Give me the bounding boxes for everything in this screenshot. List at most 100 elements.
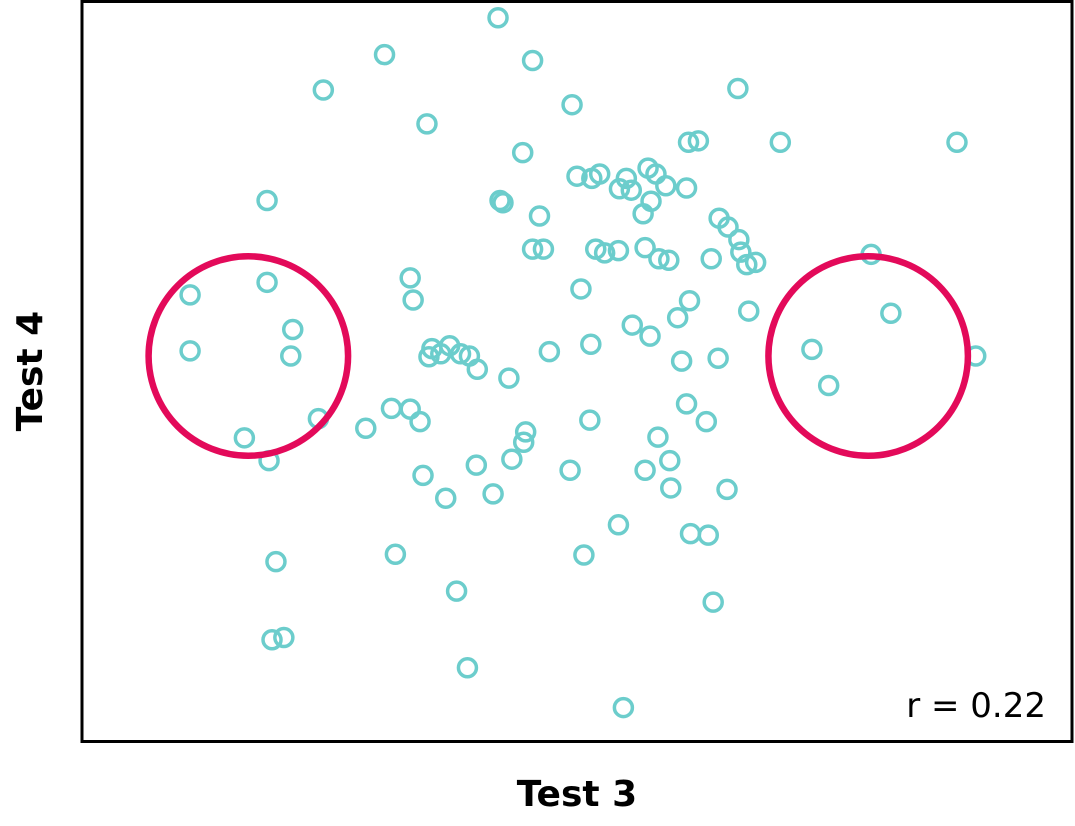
data-point bbox=[647, 426, 669, 448]
data-point bbox=[736, 253, 758, 276]
data-point bbox=[538, 340, 561, 363]
data-point bbox=[648, 247, 670, 270]
data-point bbox=[418, 346, 440, 368]
correlation-annotation: r = 0.22 bbox=[906, 686, 1046, 726]
data-point bbox=[744, 251, 767, 274]
data-point bbox=[677, 131, 700, 154]
data-point bbox=[233, 427, 256, 449]
data-point bbox=[559, 459, 581, 482]
data-point bbox=[273, 626, 295, 649]
data-point bbox=[561, 93, 583, 116]
data-point bbox=[655, 175, 677, 197]
data-point bbox=[492, 191, 514, 214]
data-point bbox=[280, 345, 302, 367]
data-point bbox=[501, 448, 523, 470]
data-point bbox=[573, 544, 595, 566]
outlier-highlight-circle bbox=[765, 253, 972, 460]
data-point bbox=[801, 338, 823, 361]
data-point bbox=[769, 131, 792, 154]
data-point bbox=[700, 247, 722, 270]
data-point bbox=[727, 77, 749, 100]
data-point bbox=[528, 205, 551, 227]
data-point bbox=[675, 393, 698, 415]
data-point bbox=[716, 478, 738, 501]
data-point bbox=[256, 189, 278, 212]
data-point bbox=[634, 459, 656, 482]
data-point bbox=[675, 177, 698, 199]
data-point bbox=[380, 397, 403, 420]
data-point bbox=[608, 177, 631, 200]
data-point bbox=[487, 6, 509, 29]
data-point bbox=[416, 113, 438, 135]
data-point bbox=[566, 165, 588, 187]
data-point bbox=[521, 238, 544, 260]
data-point bbox=[256, 271, 278, 294]
data-point bbox=[737, 300, 760, 322]
data-point bbox=[607, 239, 630, 262]
data-point bbox=[946, 131, 968, 154]
data-point bbox=[179, 284, 201, 306]
outlier-highlight-circle bbox=[145, 253, 352, 460]
data-point bbox=[607, 514, 630, 536]
data-point bbox=[532, 238, 555, 260]
data-point bbox=[659, 449, 681, 472]
data-point bbox=[658, 249, 680, 271]
data-point bbox=[373, 43, 396, 66]
data-point bbox=[697, 524, 720, 546]
data-point bbox=[281, 318, 304, 341]
highlight-layer bbox=[145, 253, 972, 460]
data-point bbox=[355, 417, 377, 439]
points-layer bbox=[179, 6, 987, 719]
data-point bbox=[620, 179, 643, 201]
data-point bbox=[632, 203, 654, 225]
data-point bbox=[511, 141, 534, 164]
data-point bbox=[580, 333, 602, 355]
plot-frame bbox=[80, 0, 1074, 743]
data-point bbox=[666, 306, 689, 329]
data-point bbox=[261, 629, 283, 651]
data-point bbox=[434, 487, 457, 510]
data-point bbox=[265, 550, 287, 573]
data-point bbox=[482, 483, 504, 505]
data-point bbox=[728, 228, 750, 251]
data-point bbox=[179, 340, 201, 362]
data-point bbox=[399, 398, 421, 420]
data-point bbox=[521, 49, 544, 72]
data-point bbox=[409, 410, 431, 433]
data-point bbox=[430, 343, 452, 365]
data-point bbox=[588, 163, 611, 185]
data-point bbox=[466, 358, 489, 381]
data-point bbox=[312, 79, 335, 101]
data-point bbox=[670, 350, 693, 372]
data-point bbox=[687, 130, 710, 152]
y-axis-title: Test 4 bbox=[10, 311, 51, 431]
data-point bbox=[660, 477, 682, 499]
data-point bbox=[465, 454, 488, 476]
data-point bbox=[593, 242, 616, 264]
data-point bbox=[612, 696, 635, 719]
data-point bbox=[717, 216, 739, 238]
x-axis-title: Test 3 bbox=[517, 774, 637, 815]
data-point bbox=[384, 543, 407, 566]
data-point bbox=[498, 367, 520, 389]
data-point bbox=[514, 421, 537, 443]
data-point bbox=[512, 431, 535, 454]
data-point bbox=[730, 241, 752, 263]
data-point bbox=[412, 464, 434, 487]
data-point bbox=[399, 267, 421, 289]
data-point bbox=[621, 314, 644, 336]
data-point bbox=[456, 657, 479, 679]
data-point bbox=[678, 289, 701, 312]
data-point bbox=[570, 278, 592, 300]
data-point bbox=[634, 236, 656, 259]
data-point bbox=[817, 374, 840, 397]
data-point bbox=[707, 347, 729, 369]
data-point bbox=[880, 302, 902, 325]
data-point bbox=[679, 522, 702, 545]
data-point bbox=[579, 409, 601, 431]
data-point bbox=[639, 325, 661, 347]
data-point bbox=[702, 591, 724, 613]
data-point bbox=[445, 580, 468, 602]
data-point bbox=[402, 289, 424, 311]
